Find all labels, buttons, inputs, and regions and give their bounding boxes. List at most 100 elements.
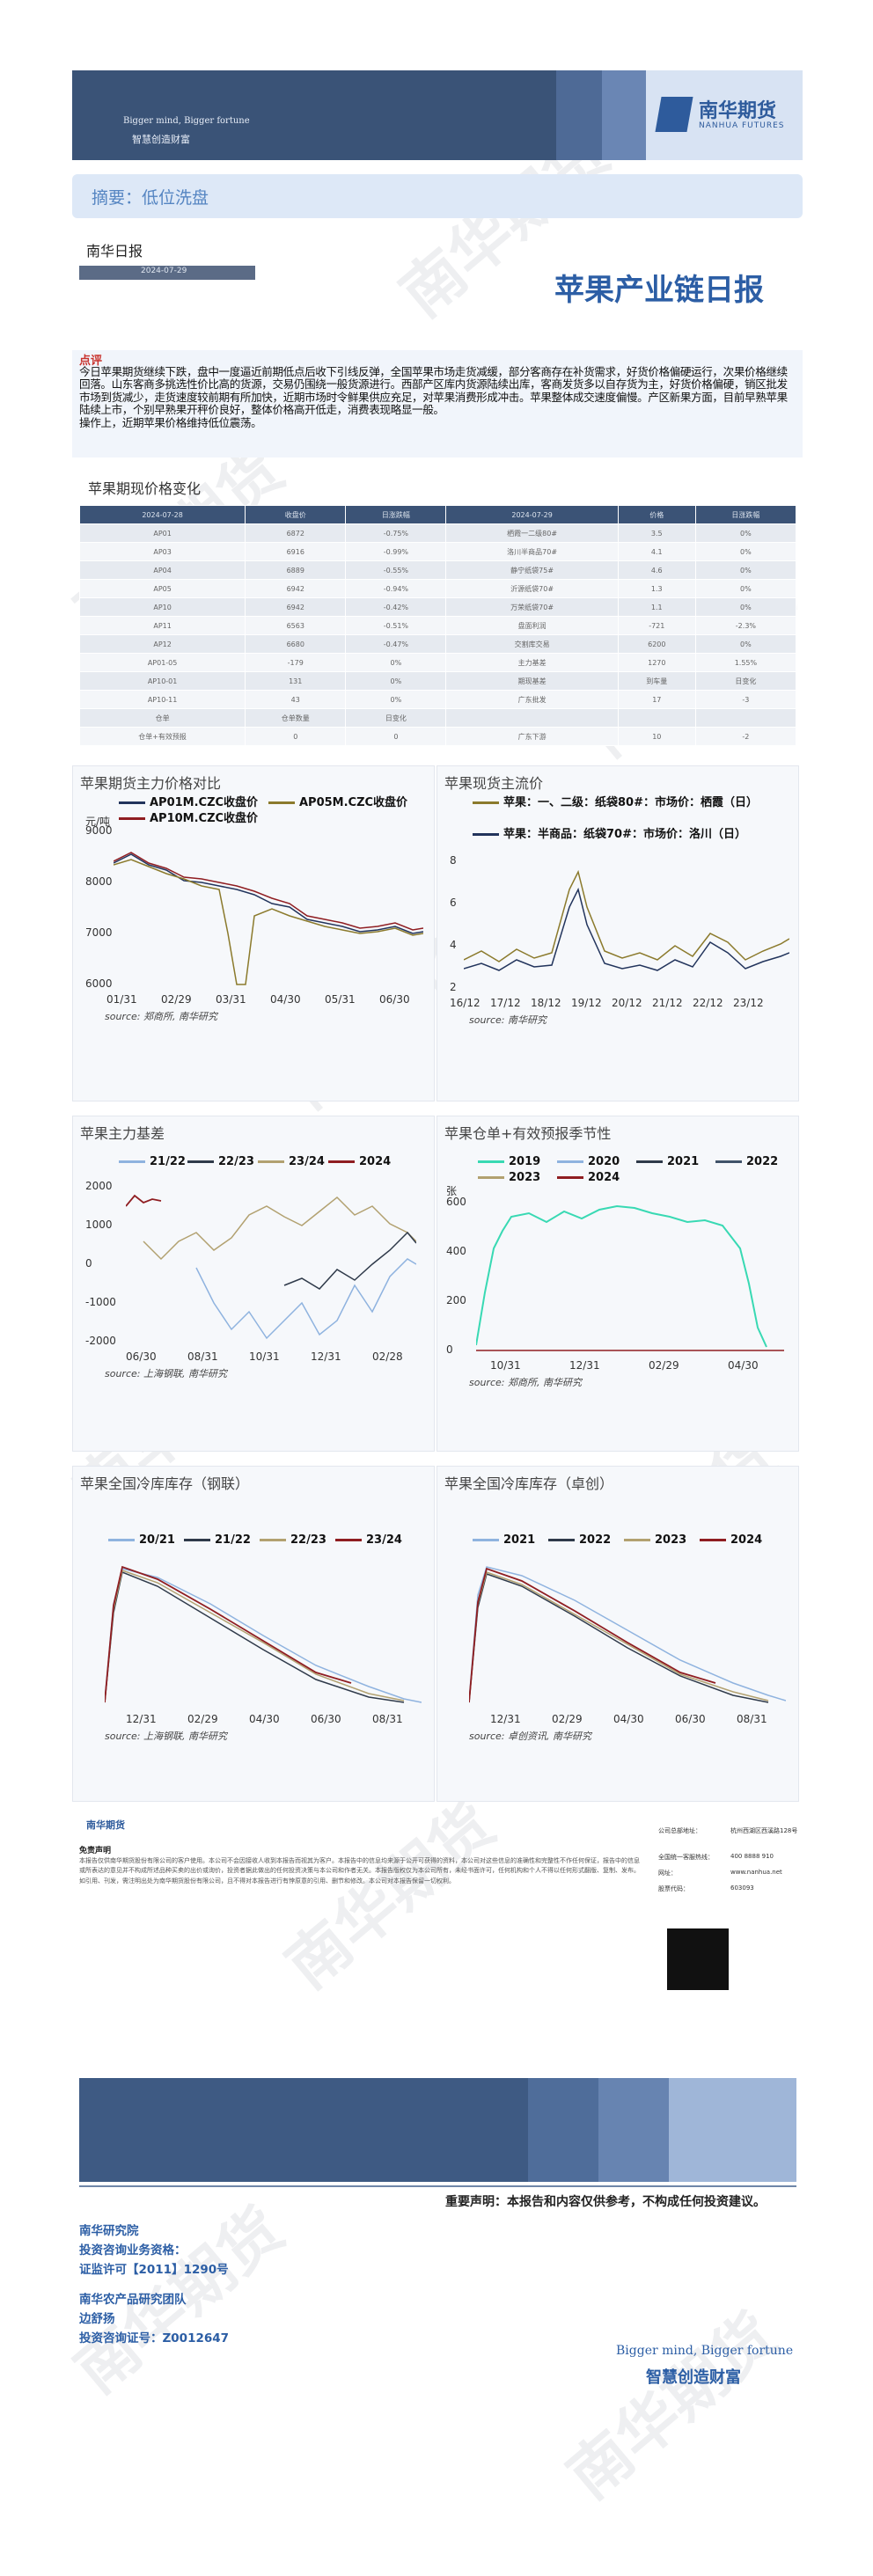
analyst-name: 边舒扬 bbox=[79, 2312, 115, 2326]
table-cell: AP10 bbox=[78, 597, 246, 617]
table-cell: 4.6 bbox=[617, 560, 696, 580]
table-cell: 0% bbox=[345, 671, 447, 691]
chart-title: 苹果现货主流价 bbox=[444, 775, 544, 792]
x-tick: 01/31 bbox=[106, 993, 137, 1006]
y-tick: 400 bbox=[446, 1245, 466, 1257]
legend-item: 23/24 bbox=[258, 1155, 325, 1168]
legend-label: 2024 bbox=[588, 1171, 620, 1184]
price-table: 2024-07-28 收盘价 日涨跌幅 2024-07-29 价格 日涨跌幅 AP01 68… bbox=[78, 505, 797, 746]
table-header: 收盘价 bbox=[245, 505, 347, 524]
y-tick: 6000 bbox=[85, 977, 113, 990]
team-license: 证监许可【2011】1290号 bbox=[79, 2263, 229, 2277]
legend-label: 22/23 bbox=[290, 1533, 326, 1547]
legend-label: 苹果：一、二级：纸袋80#：市场价：栖霞（日） bbox=[503, 796, 758, 809]
y-tick: 0 bbox=[446, 1343, 453, 1356]
legend-swatch bbox=[636, 1160, 663, 1163]
comment-conclusion: 操作上，近期苹果价格维持低位震荡。 bbox=[79, 415, 262, 429]
x-tick: 06/30 bbox=[379, 993, 410, 1006]
table-cell: -2.3% bbox=[694, 616, 797, 635]
legend-swatch bbox=[260, 1539, 286, 1541]
info-key: 网址： bbox=[658, 1870, 677, 1877]
legend-swatch bbox=[335, 1539, 362, 1541]
legend-item: 21/22 bbox=[119, 1155, 186, 1168]
chart-source: source: 上海钢联, 南华研究 bbox=[105, 1368, 227, 1379]
series-line bbox=[476, 1204, 767, 1348]
series-line bbox=[469, 1566, 786, 1701]
table-cell: 6680 bbox=[245, 634, 347, 654]
x-tick: 04/30 bbox=[249, 1713, 280, 1725]
table-cell: AP10-11 bbox=[78, 690, 246, 709]
legend-item: 2019 bbox=[478, 1155, 540, 1168]
table-cell: AP03 bbox=[78, 542, 246, 561]
legend-swatch bbox=[187, 1160, 214, 1163]
table-cell: 0% bbox=[694, 579, 797, 598]
chart-title: 苹果主力基差 bbox=[80, 1125, 165, 1142]
legend-item: AP05M.CZC收盘价 bbox=[268, 793, 407, 809]
legend-label: 2023 bbox=[655, 1533, 687, 1547]
x-tick: 23/12 bbox=[733, 997, 764, 1009]
legend-label: 2024 bbox=[730, 1533, 763, 1547]
legend-label: 23/24 bbox=[289, 1155, 325, 1168]
x-tick: 02/28 bbox=[372, 1350, 403, 1363]
x-tick: 20/12 bbox=[612, 997, 642, 1009]
summary-text: 摘要：低位洗盘 bbox=[92, 188, 209, 208]
legend-swatch bbox=[700, 1539, 726, 1541]
table-cell: 10 bbox=[617, 727, 696, 746]
chart-title: 苹果全国冷库库存（卓创） bbox=[444, 1475, 614, 1492]
comment-body: 今日苹果期货继续下跌，盘中一度逼近前期低点后收下引线反弹，全国苹果市场走货减缓，… bbox=[79, 365, 796, 429]
legend-swatch bbox=[473, 1539, 499, 1541]
legend-item: 23/24 bbox=[335, 1533, 402, 1547]
series-line bbox=[143, 1196, 416, 1261]
series-line bbox=[464, 869, 789, 962]
slogan-cn: 智慧创造财富 bbox=[132, 134, 190, 145]
legend-swatch bbox=[268, 801, 295, 804]
x-tick: 04/30 bbox=[270, 993, 301, 1006]
table-header: 价格 bbox=[617, 505, 696, 524]
series-line bbox=[195, 1258, 416, 1340]
x-tick: 12/31 bbox=[569, 1359, 600, 1372]
table-cell: -0.47% bbox=[345, 634, 447, 654]
plot-area bbox=[105, 1565, 422, 1703]
x-tick: 12/31 bbox=[126, 1713, 157, 1725]
y-tick: 2000 bbox=[85, 1180, 113, 1192]
series-line bbox=[114, 852, 423, 931]
watermark: 南华期货 bbox=[554, 2299, 790, 2514]
y-tick: 0 bbox=[85, 1257, 92, 1270]
legend-swatch bbox=[108, 1539, 135, 1541]
x-tick: 04/30 bbox=[728, 1359, 759, 1372]
chart-title: 苹果全国冷库库存（钢联） bbox=[80, 1475, 250, 1492]
table-cell: AP10-01 bbox=[78, 671, 246, 691]
disclaimer-body: 本报告仅供南华期货股份有限公司的客户使用。本公司不会因接收人收到本报告而视其为客… bbox=[79, 1857, 640, 1884]
legend-label: 2021 bbox=[503, 1533, 536, 1547]
x-tick: 05/31 bbox=[325, 993, 356, 1006]
legend-item: 2021 bbox=[636, 1155, 699, 1168]
table-cell: 日变化 bbox=[694, 671, 797, 691]
table-cell: AP04 bbox=[78, 560, 246, 580]
table-cell bbox=[617, 708, 696, 728]
analyst-cert: 投资咨询证号：Z0012647 bbox=[79, 2331, 230, 2345]
chart-source: source: 上海钢联, 南华研究 bbox=[105, 1731, 227, 1742]
table-row: AP01 6872 -0.75% 栖霞一二级80# 3.5 0% bbox=[78, 523, 797, 543]
table-cell: 131 bbox=[245, 671, 347, 691]
table-cell: 1.55% bbox=[694, 653, 797, 672]
chart-source: source: 郑商所, 南华研究 bbox=[469, 1377, 582, 1388]
table-cell: 0% bbox=[694, 542, 797, 561]
y-tick: 4 bbox=[450, 939, 457, 951]
x-tick: 02/29 bbox=[187, 1713, 218, 1725]
series-line bbox=[126, 1194, 162, 1207]
series-line bbox=[105, 1568, 422, 1703]
comment-box bbox=[72, 350, 803, 457]
legend-item: 2024 bbox=[700, 1533, 762, 1547]
y-unit: 张 bbox=[446, 1185, 458, 1197]
table-cell: 广东批发 bbox=[445, 690, 619, 709]
section-title: 苹果期现价格变化 bbox=[88, 480, 202, 497]
important-notice: 重要声明：本报告和内容仅供参考，不构成任何投资建议。 bbox=[445, 2195, 766, 2209]
table-cell: 1270 bbox=[617, 653, 696, 672]
table-cell: -721 bbox=[617, 616, 696, 635]
chart-source: source: 郑商所, 南华研究 bbox=[105, 1011, 217, 1022]
legend-item: 22/23 bbox=[260, 1533, 326, 1547]
table-cell: -0.42% bbox=[345, 597, 447, 617]
table-cell: 沂源纸袋70# bbox=[445, 579, 619, 598]
table-row: AP10-11 43 0% 广东批发 17 -3 bbox=[78, 690, 797, 709]
legend-label: 2023 bbox=[509, 1171, 541, 1184]
